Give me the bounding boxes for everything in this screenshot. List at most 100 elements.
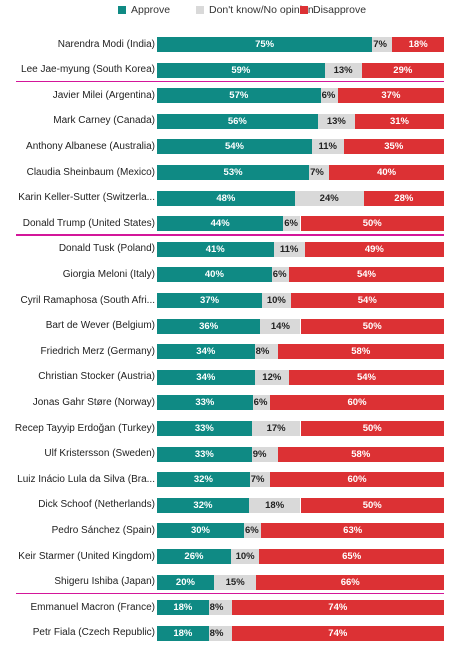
row-label: Luiz Inácio Lula da Silva (Bra...	[17, 473, 155, 485]
highlight-underline	[16, 234, 444, 236]
data-label-approve: 20%	[175, 576, 195, 588]
bar-segment-approve	[157, 62, 325, 78]
data-label-dont-know: 15%	[225, 576, 245, 588]
data-label-approve: 48%	[216, 192, 236, 204]
data-label-dont-know: 17%	[266, 423, 286, 434]
row-label: Pedro Sánchez (Spain)	[51, 524, 155, 536]
data-label-disapprove: 50%	[362, 218, 382, 230]
data-label-approve: 32%	[193, 474, 213, 486]
data-label-disapprove: 37%	[381, 90, 401, 102]
bar-segment-approve	[157, 88, 321, 104]
row-label: Ulf Kristersson (Sweden)	[44, 448, 155, 460]
bar-segment-dont-know	[320, 88, 338, 104]
data-label-approve: 36%	[199, 320, 219, 332]
data-label-approve: 54%	[224, 141, 244, 153]
bar-segment-approve	[157, 625, 209, 641]
data-label-approve: 40%	[204, 269, 224, 281]
bar-segment-disapprove	[259, 549, 444, 564]
data-label-approve: 33%	[194, 423, 214, 434]
data-label-disapprove: 60%	[347, 474, 367, 486]
bar-segment-approve	[157, 293, 263, 308]
bar-segment-dont-know	[243, 523, 262, 539]
row-label: Recep Tayyip Erdoğan (Turkey)	[14, 422, 155, 434]
data-label-approve: 34%	[196, 371, 216, 383]
row-label: Shigeru Ishiba (Japan)	[54, 576, 155, 588]
bar-segment-approve	[157, 344, 255, 360]
bar-segment-disapprove	[300, 497, 444, 513]
legend-item-dont-know: Don't know/No opinion	[196, 3, 314, 17]
data-label-disapprove: 58%	[351, 448, 371, 460]
legend-item-approve: Approve	[118, 3, 170, 17]
row-label: Friedrich Merz (Germany)	[40, 345, 155, 357]
data-label-approve: 33%	[195, 397, 215, 409]
data-label-dont-know: 11%	[279, 243, 299, 255]
data-label-approve: 41%	[205, 243, 225, 255]
data-label-approve: 33%	[194, 448, 214, 460]
bar-segment-approve	[157, 395, 253, 411]
bar-segment-approve	[157, 574, 214, 590]
data-label-disapprove: 65%	[342, 551, 362, 562]
bar-segment-dont-know	[248, 497, 301, 513]
bar-segment-disapprove	[300, 318, 444, 334]
row-label: Lee Jae-myung (South Korea)	[21, 64, 155, 76]
bar-segment-disapprove	[361, 62, 444, 78]
data-label-dont-know: 13%	[333, 64, 353, 76]
data-label-dont-know: 14%	[270, 320, 290, 332]
bar-segment-disapprove	[337, 88, 444, 104]
data-label-approve: 75%	[255, 39, 275, 50]
bar-segment-dont-know	[213, 574, 257, 590]
row-label: Bart de Wever (Belgium)	[45, 320, 155, 332]
bar-segment-dont-know	[208, 625, 232, 641]
data-label-approve: 56%	[227, 115, 247, 127]
bar-segment-disapprove	[231, 600, 444, 616]
bar-segment-dont-know	[271, 267, 290, 283]
bar-segment-dont-know	[324, 62, 362, 78]
bar-segment-approve	[157, 523, 244, 539]
bar-segment-dont-know	[294, 190, 364, 206]
row-label: Claudia Sheinbaum (Mexico)	[26, 166, 155, 178]
row-label: Keir Starmer (United Kingdom)	[18, 550, 155, 562]
row-label: Jonas Gahr Støre (Norway)	[32, 396, 155, 408]
legend-label-disapprove: Disapprove	[313, 4, 367, 16]
bar-segment-dont-know	[309, 165, 330, 180]
bar-segment-dont-know	[317, 113, 356, 129]
data-label-dont-know: 6%	[253, 397, 268, 409]
data-label-approve: 37%	[200, 295, 220, 306]
data-label-disapprove: 50%	[362, 423, 382, 434]
data-label-dont-know: 13%	[326, 115, 346, 127]
row-label: Anthony Albanese (Australia)	[26, 140, 155, 152]
row-label: Donald Trump (United States)	[22, 217, 155, 229]
legend-swatch-disapprove	[300, 6, 308, 14]
data-label-dont-know: 10%	[266, 295, 286, 306]
data-label-disapprove: 50%	[362, 320, 382, 332]
bar-segment-disapprove	[270, 472, 444, 488]
bar-segment-approve	[157, 549, 231, 564]
bar-segment-disapprove	[300, 421, 444, 436]
bar-segment-approve	[157, 37, 373, 52]
bar-segment-dont-know	[273, 241, 305, 257]
bar-segment-approve	[157, 241, 274, 257]
bar-segment-disapprove	[261, 523, 444, 539]
data-label-disapprove: 31%	[389, 115, 409, 127]
row-label: Christian Stocker (Austria)	[38, 371, 155, 383]
data-label-disapprove: 35%	[384, 141, 404, 153]
data-label-disapprove: 18%	[408, 39, 428, 50]
data-label-disapprove: 74%	[328, 627, 348, 639]
data-label-disapprove: 74%	[328, 602, 348, 614]
bar-segment-dont-know	[230, 549, 260, 564]
data-label-approve: 57%	[229, 90, 249, 102]
legend-item-disapprove: Disapprove	[300, 3, 366, 17]
bar-segment-dont-know	[251, 446, 278, 462]
legend-swatch-dont-know	[196, 6, 204, 14]
bar-segment-disapprove	[270, 395, 444, 411]
data-label-disapprove: 50%	[362, 499, 382, 511]
data-label-approve: 44%	[210, 218, 230, 230]
data-label-approve: 18%	[173, 627, 193, 639]
bar-segment-dont-know	[252, 395, 271, 411]
data-label-dont-know: 7%	[250, 474, 265, 486]
bar-segment-dont-know	[208, 600, 232, 616]
bar-segment-approve	[157, 446, 252, 462]
bar-segment-dont-know	[311, 139, 344, 155]
bar-segment-approve	[157, 472, 250, 488]
